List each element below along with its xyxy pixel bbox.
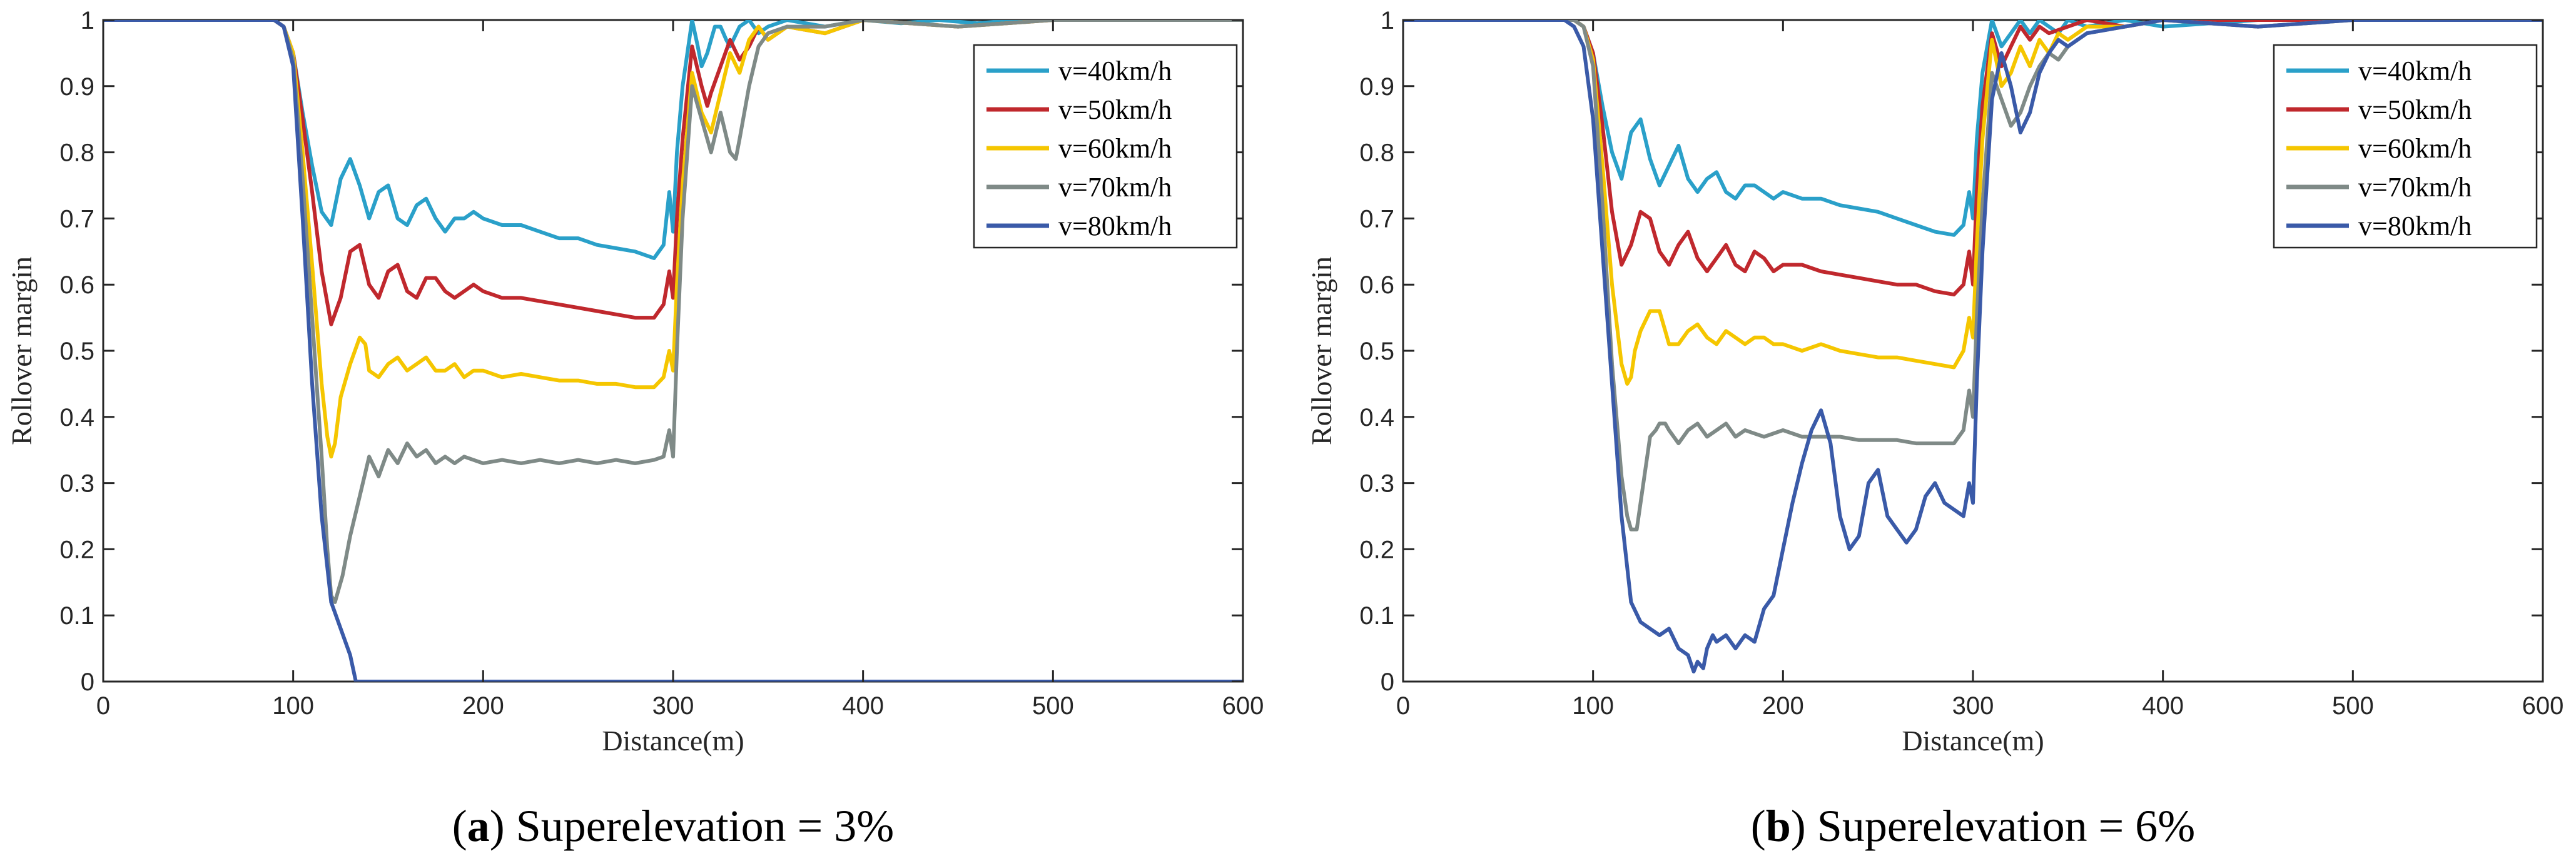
y-tick-label-b-8: 0.8 (1359, 139, 1394, 167)
panel-caption-a: (a) Superelevation = 3% (452, 801, 894, 851)
x-axis-label-b: Distance(m) (1902, 725, 2044, 757)
x-tick-label-b-0: 0 (1396, 692, 1410, 720)
y-axis-label-b: Rollover margin (1306, 256, 1337, 445)
y-tick-label-b-9: 0.9 (1359, 73, 1394, 101)
y-axis-label-a: Rollover margin (6, 256, 38, 445)
y-tick-label-a-2: 0.2 (59, 536, 94, 563)
legend-label-b-4: v=70km/h (2358, 172, 2472, 203)
legend-label-b-2: v=50km/h (2358, 94, 2472, 125)
chart-lines-b (1403, 20, 2543, 674)
legend-label-a-2: v=50km/h (1058, 94, 1172, 125)
x-tick-label-a-6: 600 (1222, 692, 1264, 720)
panel-letter-b: b (1766, 801, 1791, 851)
x-tick-label-b-1: 100 (1572, 692, 1614, 720)
y-tick-label-b-4: 0.4 (1359, 404, 1394, 431)
y-tick-label-b-10: 1 (1381, 7, 1394, 34)
chart-lines-a (103, 20, 1243, 682)
series-line-b-1 (1403, 20, 2543, 237)
legend-label-a-5: v=80km/h (1058, 211, 1172, 241)
y-tick-label-b-6: 0.6 (1359, 271, 1394, 299)
panel-caption-b: (b) Superelevation = 6% (1751, 801, 2195, 851)
axis-ticks-b: 0 100 200 300 400 500 600 0 0.1 0.2 0.3 0.4 0.5 0.6 0.… (1359, 7, 2563, 720)
series-line-b-2 (1403, 20, 2543, 297)
y-tick-label-b-7: 0.7 (1359, 205, 1394, 233)
series-line-a-4 (103, 20, 1243, 604)
y-tick-label-a-6: 0.6 (59, 271, 94, 299)
y-tick-label-a-7: 0.7 (59, 205, 94, 233)
legend-label-b-5: v=80km/h (2358, 211, 2472, 241)
y-tick-label-a-3: 0.3 (59, 470, 94, 498)
x-tick-label-b-4: 400 (2142, 692, 2184, 720)
y-tick-label-a-9: 0.9 (59, 73, 94, 101)
y-tick-label-a-4: 0.4 (59, 404, 94, 431)
y-tick-label-b-3: 0.3 (1359, 470, 1394, 498)
legend-label-b-3: v=60km/h (2358, 133, 2472, 164)
x-tick-label-a-2: 200 (462, 692, 504, 720)
panel-caption-text-a: Superelevation = 3% (516, 801, 894, 851)
x-tick-label-a-1: 100 (272, 692, 314, 720)
x-tick-label-b-5: 500 (2332, 692, 2374, 720)
x-tick-label-b-6: 600 (2522, 692, 2564, 720)
panel-a: 0 100 200 300 400 500 600 0 0.1 0.2 0.3 0.4 0.5 0.6 0.… (6, 7, 1264, 851)
x-axis-label-a: Distance(m) (602, 725, 744, 757)
y-tick-label-a-8: 0.8 (59, 139, 94, 167)
series-line-a-5 (103, 20, 1243, 682)
x-tick-label-b-2: 200 (1762, 692, 1804, 720)
panel-b: 0 100 200 300 400 500 600 0 0.1 0.2 0.3 0.4 0.5 0.6 0.… (1306, 7, 2563, 851)
legend-a: v=40km/h v=50km/h v=60km/h v=70km/h v=80km/h (973, 44, 1238, 249)
y-tick-label-b-2: 0.2 (1359, 536, 1394, 563)
x-tick-label-a-3: 300 (652, 692, 694, 720)
x-tick-label-a-5: 500 (1032, 692, 1074, 720)
y-tick-label-a-5: 0.5 (59, 338, 94, 365)
x-tick-label-a-0: 0 (96, 692, 110, 720)
y-tick-label-a-10: 1 (81, 7, 94, 34)
series-line-a-3 (103, 20, 1243, 459)
legend-label-a-1: v=40km/h (1058, 56, 1172, 86)
x-tick-label-a-4: 400 (842, 692, 884, 720)
legend-label-a-3: v=60km/h (1058, 133, 1172, 164)
legend-label-a-4: v=70km/h (1058, 172, 1172, 203)
y-tick-label-a-1: 0.1 (59, 602, 94, 630)
panel-letter-a: a (467, 801, 490, 851)
series-line-b-5 (1403, 20, 2543, 674)
x-tick-label-b-3: 300 (1952, 692, 1994, 720)
y-tick-label-b-0: 0 (1381, 668, 1394, 696)
y-tick-label-a-0: 0 (81, 668, 94, 696)
y-tick-label-b-1: 0.1 (1359, 602, 1394, 630)
axis-ticks-a: 0 100 200 300 400 500 600 0 0.1 0.2 0.3 0.4 0.5 0.6 0.… (59, 7, 1264, 720)
series-line-a-1 (103, 20, 1243, 260)
legend-label-b-1: v=40km/h (2358, 56, 2472, 86)
legend-b: v=40km/h v=50km/h v=60km/h v=70km/h v=80km/h (2273, 44, 2538, 249)
y-tick-label-b-5: 0.5 (1359, 338, 1394, 365)
panel-caption-text-b: Superelevation = 6% (1817, 801, 2195, 851)
series-line-b-3 (1403, 20, 2543, 386)
